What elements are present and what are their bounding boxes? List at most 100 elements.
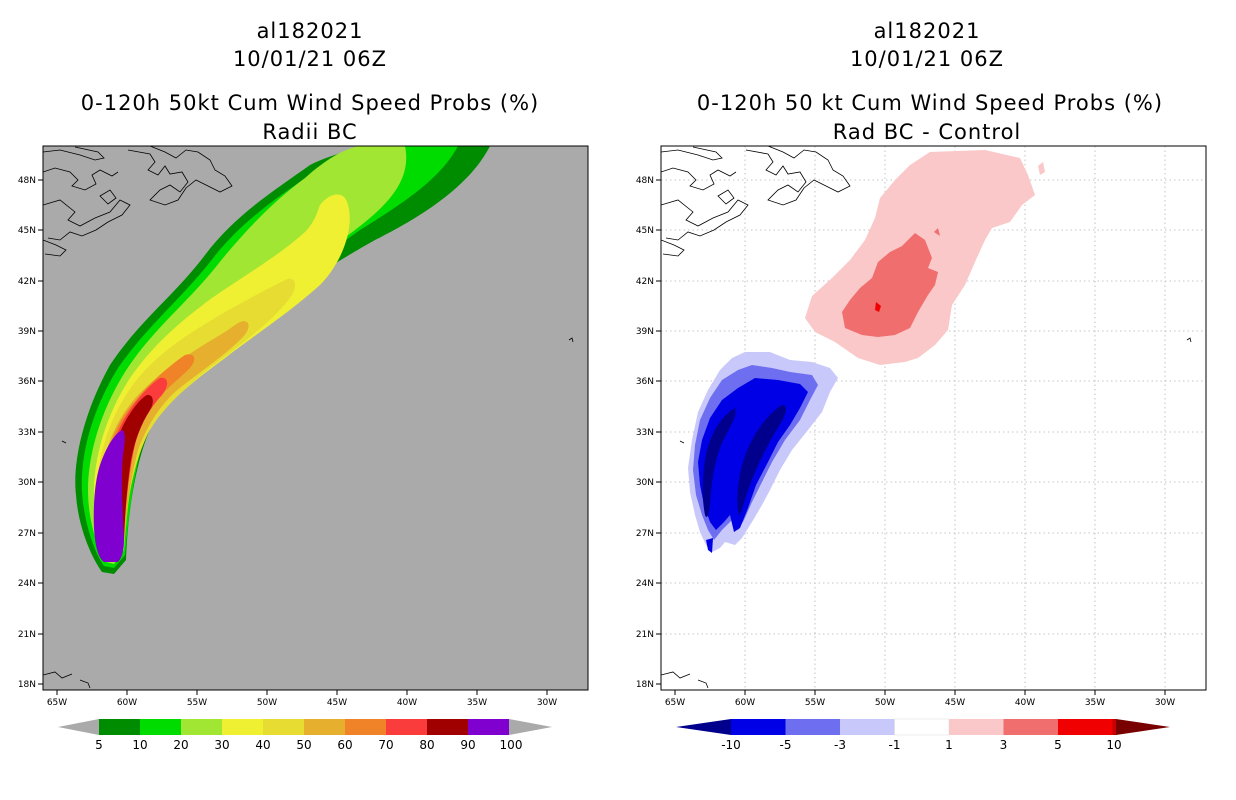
right-lat-label: 24N bbox=[636, 579, 654, 589]
right-lon-label: 50W bbox=[875, 698, 895, 708]
right-lon-label: 35W bbox=[1085, 698, 1105, 708]
colorbar-swatch bbox=[1058, 719, 1113, 735]
left-lon-label: 65W bbox=[47, 698, 67, 708]
right-lat-label: 48N bbox=[636, 176, 654, 186]
left-lon-label: 45W bbox=[327, 698, 347, 708]
colorbar-label: -5 bbox=[780, 738, 792, 752]
left-datetime: 10/01/21 06Z bbox=[232, 47, 388, 71]
colorbar-swatch bbox=[181, 719, 222, 735]
colorbar-swatch bbox=[263, 719, 304, 735]
left-lat-label: 18N bbox=[18, 680, 36, 690]
left-lat-label: 39N bbox=[18, 327, 36, 337]
left-lat-label: 27N bbox=[18, 529, 36, 539]
colorbar-swatch bbox=[949, 719, 1004, 735]
colorbar-swatch bbox=[1003, 719, 1058, 735]
right-title: 0-120h 50 kt Cum Wind Speed Probs (%) bbox=[696, 91, 1164, 115]
left-lat-label: 33N bbox=[18, 428, 36, 438]
colorbar-swatch bbox=[386, 719, 427, 735]
contour-pos-5 bbox=[875, 302, 881, 312]
colorbar-label: 3 bbox=[1000, 738, 1008, 752]
right-lon-label: 40W bbox=[1015, 698, 1035, 708]
colorbar-swatch bbox=[731, 719, 786, 735]
left-subtitle: Radii BC bbox=[262, 120, 358, 144]
colorbar-high-arrow bbox=[1116, 719, 1170, 735]
left-lat-label: 45N bbox=[18, 226, 36, 236]
colorbar-label: -3 bbox=[834, 738, 846, 752]
right-colorbar: -10 -5 -3 -1 1 3 5 10 bbox=[676, 718, 1170, 752]
right-lat-label: 33N bbox=[636, 428, 654, 438]
contour-pos-3 bbox=[842, 233, 938, 337]
colorbar-label: 5 bbox=[95, 738, 103, 752]
colorbar-label: -10 bbox=[721, 738, 741, 752]
right-lon-label: 30W bbox=[1155, 698, 1175, 708]
colorbar-high-arrow bbox=[509, 719, 552, 735]
right-lat-label: 18N bbox=[636, 680, 654, 690]
left-lat-ticks bbox=[38, 179, 548, 695]
right-lat-label: 36N bbox=[636, 377, 654, 387]
colorbar-label: 10 bbox=[132, 738, 147, 752]
left-lat-label: 42N bbox=[18, 277, 36, 287]
colorbar-label: 90 bbox=[460, 738, 475, 752]
right-map: 48N 45N 42N 39N 36N 33N 30N 27N 24N 21N … bbox=[636, 145, 1207, 752]
right-ticks bbox=[656, 179, 1166, 695]
right-lat-label: 30N bbox=[636, 478, 654, 488]
colorbar-label: 60 bbox=[337, 738, 352, 752]
left-map: 48N 45N 42N 39N 36N 33N 30N 27N 24N 21N … bbox=[18, 145, 589, 752]
left-probability-contours bbox=[75, 146, 490, 574]
left-lon-label: 55W bbox=[187, 698, 207, 708]
left-lon-label: 30W bbox=[537, 698, 557, 708]
right-lat-label: 42N bbox=[636, 277, 654, 287]
right-lat-label: 21N bbox=[636, 630, 654, 640]
colorbar-swatch bbox=[140, 719, 181, 735]
right-lat-label: 27N bbox=[636, 529, 654, 539]
colorbar-swatch bbox=[840, 719, 895, 735]
left-lat-label: 24N bbox=[18, 579, 36, 589]
colorbar-label: 30 bbox=[214, 738, 229, 752]
colorbar-swatch bbox=[468, 719, 509, 735]
right-lon-label: 55W bbox=[805, 698, 825, 708]
colorbar-swatch bbox=[785, 719, 840, 735]
right-datetime: 10/01/21 06Z bbox=[849, 47, 1005, 71]
colorbar-label: 5 bbox=[1054, 738, 1062, 752]
contour-pos-1b bbox=[1038, 162, 1045, 175]
right-lon-label: 65W bbox=[665, 698, 685, 708]
colorbar-low-arrow bbox=[676, 719, 731, 735]
colorbar-swatch bbox=[345, 719, 386, 735]
right-lon-label: 60W bbox=[735, 698, 755, 708]
colorbar-label: -1 bbox=[889, 738, 901, 752]
right-lon-label: 45W bbox=[945, 698, 965, 708]
left-lon-label: 50W bbox=[257, 698, 277, 708]
colorbar-label: 80 bbox=[419, 738, 434, 752]
left-lat-label: 30N bbox=[18, 478, 36, 488]
left-colorbar: 5 10 20 30 40 50 60 70 80 90 100 bbox=[58, 719, 552, 752]
colorbar-label: 100 bbox=[500, 738, 523, 752]
left-lon-label: 40W bbox=[397, 698, 417, 708]
contour-neg-10b bbox=[737, 405, 786, 515]
colorbar-swatch bbox=[1112, 719, 1117, 735]
left-lon-label: 35W bbox=[467, 698, 487, 708]
contour-90 bbox=[93, 430, 125, 562]
colorbar-swatch bbox=[427, 719, 468, 735]
colorbar-label: 40 bbox=[255, 738, 270, 752]
contour-neg-tip bbox=[706, 538, 713, 553]
colorbar-label: 50 bbox=[296, 738, 311, 752]
colorbar-label: 70 bbox=[378, 738, 393, 752]
contour-neg-10a bbox=[702, 408, 736, 517]
contour-pos-3b bbox=[934, 228, 940, 236]
right-lat-label: 45N bbox=[636, 226, 654, 236]
left-coastlines bbox=[43, 146, 574, 689]
left-title: 0-120h 50kt Cum Wind Speed Probs (%) bbox=[80, 91, 540, 115]
left-storm-id: al182021 bbox=[256, 19, 364, 43]
right-lat-label: 39N bbox=[636, 327, 654, 337]
right-coastlines bbox=[661, 146, 1192, 689]
right-storm-id: al182021 bbox=[873, 19, 981, 43]
colorbar-swatch bbox=[99, 719, 140, 735]
colorbar-swatch bbox=[222, 719, 263, 735]
colorbar-swatch bbox=[894, 718, 950, 736]
right-difference-contours bbox=[688, 150, 1045, 553]
left-lat-label: 36N bbox=[18, 377, 36, 387]
colorbar-label: 20 bbox=[173, 738, 188, 752]
left-lat-label: 48N bbox=[18, 176, 36, 186]
colorbar-low-arrow bbox=[58, 719, 99, 735]
colorbar-label: 10 bbox=[1106, 738, 1121, 752]
